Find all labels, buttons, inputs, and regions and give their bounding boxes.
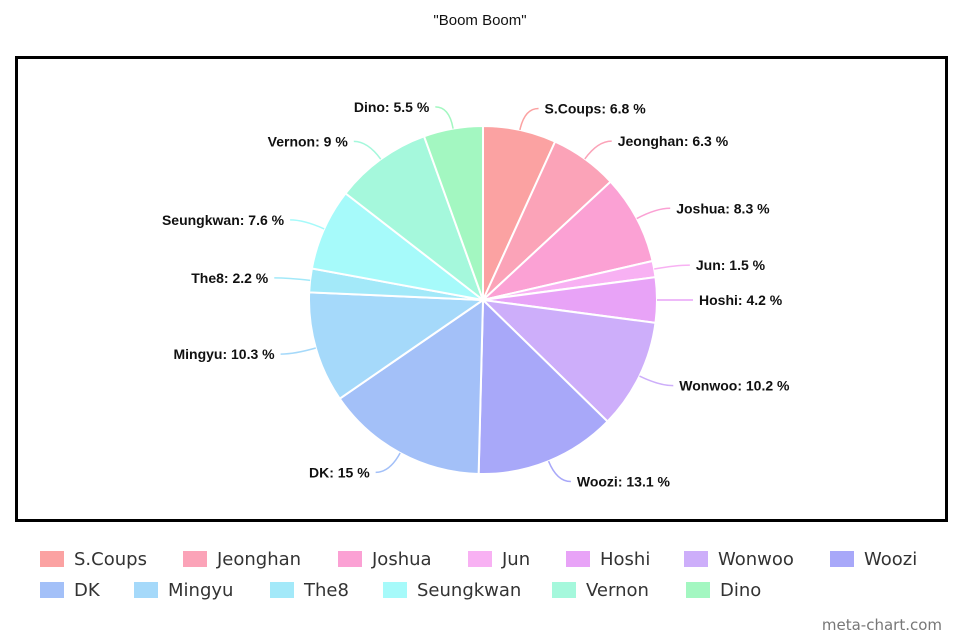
legend-label: Vernon <box>586 579 649 601</box>
data-label-wonwoo: Wonwoo: 10.2 % <box>679 378 790 394</box>
leader-line-dino <box>435 106 454 129</box>
plot-area: S.Coups: 6.8 % Jeonghan: 6.3 % Joshua: 8.3… <box>15 56 948 522</box>
legend-item-woozi[interactable]: Woozi <box>830 546 917 572</box>
leader-line-s-coups <box>519 107 539 131</box>
legend-item-vernon[interactable]: Vernon <box>552 577 649 603</box>
legend-swatch <box>830 551 854 567</box>
pie-slice-dino[interactable] <box>422 124 484 301</box>
legend-label: Jun <box>502 548 531 570</box>
leader-line-seungkwan <box>290 219 325 230</box>
legend-item-joshua[interactable]: Joshua <box>338 546 432 572</box>
data-label-seungkwan: Seungkwan: 7.6 % <box>162 212 285 228</box>
legend-item-dk[interactable]: DK <box>40 577 100 603</box>
legend-label: Dino <box>720 579 762 601</box>
legend-item-mingyu[interactable]: Mingyu <box>134 577 233 603</box>
legend-item-the8[interactable]: The8 <box>270 577 349 603</box>
legend-swatch <box>270 582 294 598</box>
legend-label: Jeonghan <box>217 548 302 570</box>
legend-swatch <box>684 551 708 567</box>
legend-item-jun[interactable]: Jun <box>468 546 530 572</box>
legend-label: The8 <box>304 579 349 601</box>
leader-line-wonwoo <box>639 375 674 387</box>
legend-label: Woozi <box>864 548 918 570</box>
leader-line-mingyu <box>280 347 316 355</box>
pie-slice-wonwoo[interactable] <box>480 298 657 423</box>
legend-label: Wonwoo <box>718 548 794 570</box>
legend-swatch <box>338 551 362 567</box>
legend-item-jeonghan[interactable]: Jeonghan <box>183 546 301 572</box>
data-label-dk: DK: 15 % <box>309 464 370 480</box>
leader-line-the8 <box>274 277 311 282</box>
data-label-jeonghan: Jeonghan: 6.3 % <box>618 133 729 149</box>
data-label-joshua: Joshua: 8.3 % <box>676 200 770 216</box>
leader-line-jeonghan <box>584 140 612 160</box>
data-label-woozi: Woozi: 13.1 % <box>577 474 671 490</box>
pie-chart: S.Coups: 6.8 % Jeonghan: 6.3 % Joshua: 8.3… <box>162 99 790 490</box>
legend-swatch <box>566 551 590 567</box>
data-label-jun: Jun: 1.5 % <box>696 257 766 273</box>
pie-slice-dk[interactable] <box>338 298 485 475</box>
legend-item-s-coups[interactable]: S.Coups <box>40 546 147 572</box>
leader-line-vernon <box>353 140 382 160</box>
legend-item-hoshi[interactable]: Hoshi <box>566 546 650 572</box>
leader-line-joshua <box>636 207 671 220</box>
legend-item-dino[interactable]: Dino <box>686 577 761 603</box>
legend-swatch <box>40 582 64 598</box>
pie-slice-vernon[interactable] <box>344 135 486 303</box>
legend-swatch <box>134 582 158 598</box>
data-label-the8: The8: 2.2 % <box>191 270 269 286</box>
legend-item-seungkwan[interactable]: Seungkwan <box>383 577 521 603</box>
legend-label: Mingyu <box>168 579 234 601</box>
data-label-mingyu: Mingyu: 10.3 % <box>173 346 275 362</box>
chart-title: "Boom Boom" <box>433 12 527 29</box>
legend-swatch <box>383 582 407 598</box>
legend-label: DK <box>74 579 100 601</box>
pie-slice-mingyu[interactable] <box>308 291 487 401</box>
legend-swatch <box>468 551 492 567</box>
legend-item-wonwoo[interactable]: Wonwoo <box>684 546 794 572</box>
data-label-hoshi: Hoshi: 4.2 % <box>699 292 783 308</box>
watermark: meta-chart.com <box>821 616 942 634</box>
legend-swatch <box>686 582 710 598</box>
data-label-dino: Dino: 5.5 % <box>354 99 430 115</box>
legend-swatch <box>552 582 576 598</box>
leader-line-jun <box>654 264 690 270</box>
data-label-vernon: Vernon: 9 % <box>268 133 349 149</box>
leader-line-dk <box>375 452 401 474</box>
legend-swatch <box>183 551 207 567</box>
legend-label: S.Coups <box>74 548 147 570</box>
legend-swatch <box>40 551 64 567</box>
leader-line-woozi <box>547 460 571 483</box>
legend-label: Hoshi <box>600 548 651 570</box>
data-label-s-coups: S.Coups: 6.8 % <box>545 100 647 116</box>
legend-label: Joshua <box>372 548 432 570</box>
legend-label: Seungkwan <box>417 579 522 601</box>
